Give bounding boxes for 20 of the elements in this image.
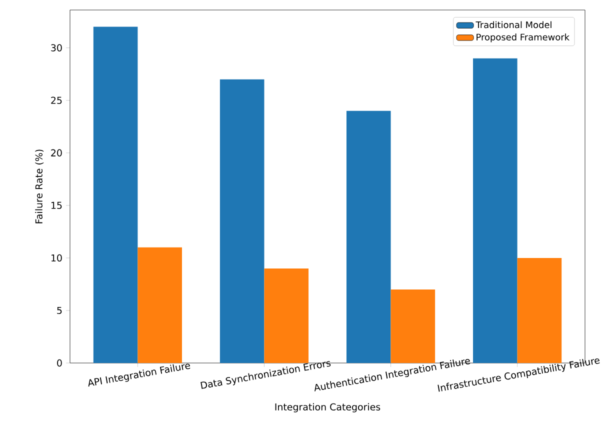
y-tick-label: 5 [57, 306, 62, 314]
bar [93, 26, 138, 363]
legend-label: Proposed Framework [476, 34, 570, 42]
bar [346, 110, 391, 363]
bar [220, 79, 264, 363]
bar [473, 58, 518, 363]
y-tick-label: 10 [51, 254, 62, 262]
x-axis-title: Integration Categories [275, 403, 380, 412]
bar [138, 247, 182, 363]
y-tick-label: 30 [51, 44, 62, 52]
y-tick-label: 15 [51, 202, 62, 209]
y-tick-label: 25 [51, 96, 62, 104]
legend-label: Traditional Model [476, 21, 552, 28]
bar [517, 258, 562, 363]
y-axis-title: Failure Rate (%) [35, 150, 44, 224]
x-tick-label: API Integration Failure [88, 364, 190, 387]
y-tick-label: 20 [51, 149, 62, 156]
y-tick-label: 0 [57, 359, 62, 367]
bar [264, 268, 309, 363]
bar [390, 289, 436, 363]
